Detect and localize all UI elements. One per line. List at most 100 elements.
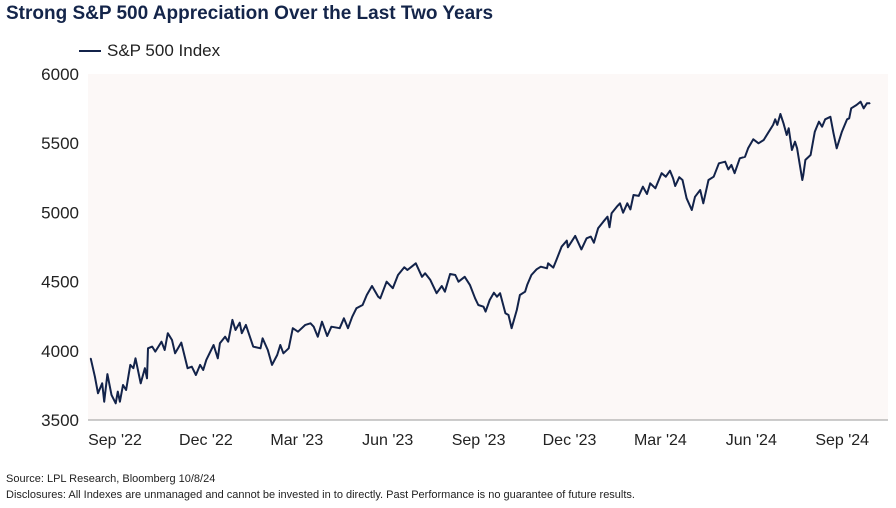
data-point [366,294,368,296]
data-point [619,202,621,204]
data-point [191,366,193,368]
data-point [552,267,554,269]
data-point [511,327,513,329]
y-tick-label: 5000 [41,203,79,222]
data-point [343,317,345,319]
x-tick-label: Sep '23 [452,432,506,449]
data-point [681,179,684,181]
data-point [850,107,852,109]
data-point [626,202,628,204]
data-point [103,401,105,403]
y-tick-label: 5500 [41,134,79,153]
data-point [154,351,156,353]
data-point [125,389,127,391]
data-point [718,162,720,164]
data-point [219,342,221,344]
y-axis: 6000 5500 5000 4500 4000 3500 [41,65,79,430]
data-point [744,156,746,158]
data-point [241,332,243,334]
data-point [444,291,446,293]
data-point [171,339,173,341]
data-point [504,312,506,314]
data-point [665,176,667,178]
data-point [566,240,568,242]
data-point [866,102,868,104]
data-point [304,324,306,326]
x-tick-label: Dec '23 [543,432,597,449]
x-axis: Sep '22 Dec '22 Mar '23 Jun '23 Sep '23 Dec '… [88,432,869,449]
data-point [611,212,613,214]
data-point [90,357,92,359]
data-point [282,352,284,354]
x-tick-label: Sep '24 [815,432,869,449]
data-point [752,138,754,140]
data-point [403,266,405,268]
data-point [493,292,495,294]
data-point [602,221,604,223]
data-point [199,364,201,366]
plot-area [88,74,888,420]
data-point [632,194,635,196]
x-tick-label: Jun '24 [726,432,777,449]
data-point [739,157,741,159]
data-point [555,259,558,261]
data-point [702,202,704,204]
data-point [757,142,760,144]
x-tick-label: Mar '24 [634,432,687,449]
data-point [646,193,648,195]
data-point [195,374,197,376]
data-point [239,322,241,324]
data-point [629,208,632,210]
data-point [122,384,124,386]
data-point [590,236,592,238]
data-point [526,284,528,286]
data-point [276,354,278,356]
data-point [540,266,542,268]
data-point [530,274,533,276]
data-point [351,316,353,318]
data-point [339,327,341,329]
data-point [836,147,838,149]
data-point [776,124,778,126]
x-tick-label: Dec '22 [179,432,233,449]
data-point [593,242,595,244]
data-point [313,326,315,328]
data-point [489,299,491,301]
data-point [234,329,237,331]
data-point [330,326,332,328]
x-tick-label: Mar '23 [270,432,323,449]
data-point [597,227,599,229]
data-point [167,332,169,334]
data-point [355,307,357,309]
data-point [863,107,865,109]
data-point [763,139,765,141]
data-point [794,141,796,143]
data-point [392,287,394,289]
data-point [707,179,710,181]
data-point [297,331,299,333]
data-point [421,276,423,278]
data-point [661,172,663,174]
data-point [146,377,148,379]
data-point [801,179,803,181]
data-point [516,309,518,311]
data-point [524,291,526,293]
data-point [649,182,651,184]
data-point [129,364,131,366]
data-point [496,296,498,298]
data-point [474,297,476,299]
data-point [855,104,858,106]
data-point [814,131,816,133]
data-point [464,276,466,278]
legend-line-swatch [79,50,101,52]
series-group [89,100,871,405]
chart-title: Strong S&P 500 Appreciation Over the Las… [6,3,494,24]
data-point [546,267,548,269]
data-point [654,187,657,189]
x-tick-label: Jun '23 [362,432,413,449]
data-point [252,346,254,348]
data-point [174,352,176,354]
data-point [205,359,207,361]
data-point [796,147,798,149]
